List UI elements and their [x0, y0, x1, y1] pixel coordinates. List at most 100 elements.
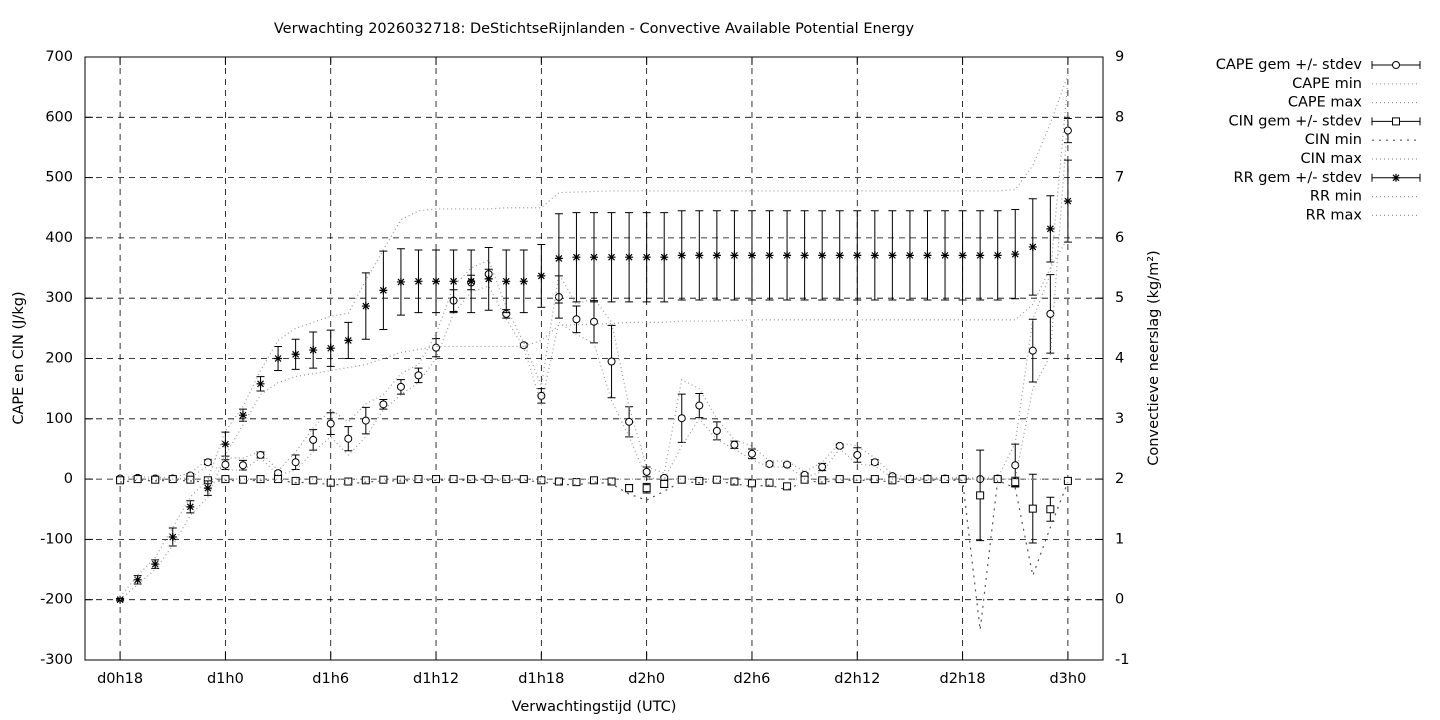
- legend-label: CAPE gem +/- stdev: [1216, 57, 1363, 73]
- x-tick-label: d2h12: [834, 671, 880, 687]
- marker-asterisk: [607, 253, 616, 262]
- marker-square: [625, 484, 634, 493]
- marker-circle: [625, 417, 634, 426]
- marker-asterisk: [695, 251, 704, 260]
- marker-circle: [590, 317, 598, 326]
- marker-square: [361, 476, 370, 485]
- x-tick-label: d3h0: [1049, 671, 1086, 687]
- legend-label: CIN min: [1305, 132, 1362, 148]
- y-tick-label: 200: [45, 351, 73, 367]
- y-tick-label: 400: [45, 230, 73, 246]
- marker-asterisk: [221, 440, 230, 449]
- y2-tick-label: 3: [1115, 411, 1124, 427]
- marker-circle: [238, 461, 247, 470]
- marker-circle: [1011, 461, 1020, 470]
- y2-tick-label: 8: [1115, 109, 1124, 125]
- marker-square: [835, 475, 844, 484]
- marker-square: [414, 475, 423, 484]
- marker-square: [186, 475, 195, 484]
- marker-square: [783, 482, 792, 491]
- marker-square: [396, 475, 405, 484]
- marker-asterisk: [502, 277, 511, 286]
- marker-asterisk: [870, 251, 879, 260]
- marker-circle: [747, 449, 756, 458]
- y-tick-label: -100: [40, 531, 73, 547]
- marker-asterisk: [747, 251, 756, 260]
- marker-asterisk: [1046, 224, 1055, 233]
- marker-asterisk: [800, 251, 809, 260]
- marker-square: [1046, 505, 1055, 514]
- marker-circle: [730, 440, 739, 449]
- marker-circle: [221, 460, 230, 469]
- marker-asterisk: [168, 532, 177, 541]
- y2-tick-label: 1: [1115, 531, 1124, 547]
- marker-asterisk: [572, 253, 581, 262]
- marker-circle: [677, 414, 686, 423]
- marker-square: [870, 475, 879, 484]
- x-tick-label: d1h12: [413, 671, 459, 687]
- marker-asterisk: [414, 277, 423, 286]
- marker-square: [309, 476, 318, 485]
- marker-circle: [607, 357, 616, 366]
- marker-asterisk: [396, 277, 405, 286]
- range-line: [119, 237, 1069, 601]
- y2-tick-label: 6: [1115, 230, 1124, 246]
- marker-asterisk: [309, 346, 318, 355]
- marker-circle: [695, 401, 704, 410]
- y-tick-label: 100: [45, 411, 73, 427]
- marker-asterisk: [923, 251, 932, 260]
- marker-asterisk: [554, 254, 563, 263]
- x-tick-label: d1h6: [312, 671, 349, 687]
- marker-asterisk: [116, 595, 125, 604]
- marker-circle: [572, 315, 581, 324]
- marker-asterisk: [905, 251, 914, 260]
- y2-axis-label: Convectieve neerslag (kg/m²): [1146, 250, 1162, 465]
- marker-square: [116, 476, 125, 485]
- marker-square: [1011, 478, 1020, 487]
- marker-square: [590, 476, 598, 485]
- marker-asterisk: [835, 251, 844, 260]
- y2-tick-label: 4: [1115, 351, 1124, 367]
- x-tick-label: d0h18: [97, 671, 143, 687]
- y2-tick-label: 5: [1115, 290, 1124, 306]
- y2-tick-label: 7: [1115, 170, 1124, 186]
- y-tick-label: 700: [45, 49, 73, 65]
- marker-asterisk: [712, 251, 721, 260]
- marker-square: [1392, 117, 1400, 126]
- marker-circle: [344, 434, 353, 443]
- marker-circle: [1392, 61, 1400, 69]
- marker-asterisk: [537, 271, 546, 280]
- legend-label: CIN gem +/- stdev: [1228, 113, 1362, 129]
- y-tick-label: 300: [45, 290, 73, 306]
- marker-circle: [1063, 126, 1072, 135]
- marker-asterisk: [765, 251, 774, 260]
- x-tick-label: d1h18: [518, 671, 564, 687]
- marker-square: [853, 475, 862, 484]
- marker-square: [677, 475, 686, 484]
- marker-square: [905, 475, 914, 484]
- y2-tick-label: 0: [1115, 592, 1124, 608]
- marker-square: [923, 475, 932, 484]
- marker-circle: [309, 435, 318, 444]
- marker-asterisk: [642, 253, 651, 262]
- marker-circle: [537, 391, 546, 400]
- marker-asterisk: [1063, 197, 1072, 206]
- marker-asterisk: [625, 253, 634, 262]
- marker-asterisk: [993, 251, 1002, 260]
- marker-circle: [414, 371, 423, 380]
- x-tick-label: d2h18: [940, 671, 986, 687]
- marker-square: [326, 478, 335, 487]
- marker-circle: [712, 426, 721, 435]
- marker-asterisk: [677, 251, 686, 260]
- marker-square: [888, 476, 897, 485]
- marker-asterisk: [344, 336, 353, 345]
- marker-circle: [642, 467, 651, 476]
- x-tick-label: d1h0: [207, 671, 244, 687]
- y2-tick-label: 2: [1115, 471, 1124, 487]
- marker-square: [1028, 504, 1037, 513]
- marker-circle: [783, 460, 792, 469]
- marker-square: [958, 475, 967, 484]
- marker-square: [291, 476, 300, 485]
